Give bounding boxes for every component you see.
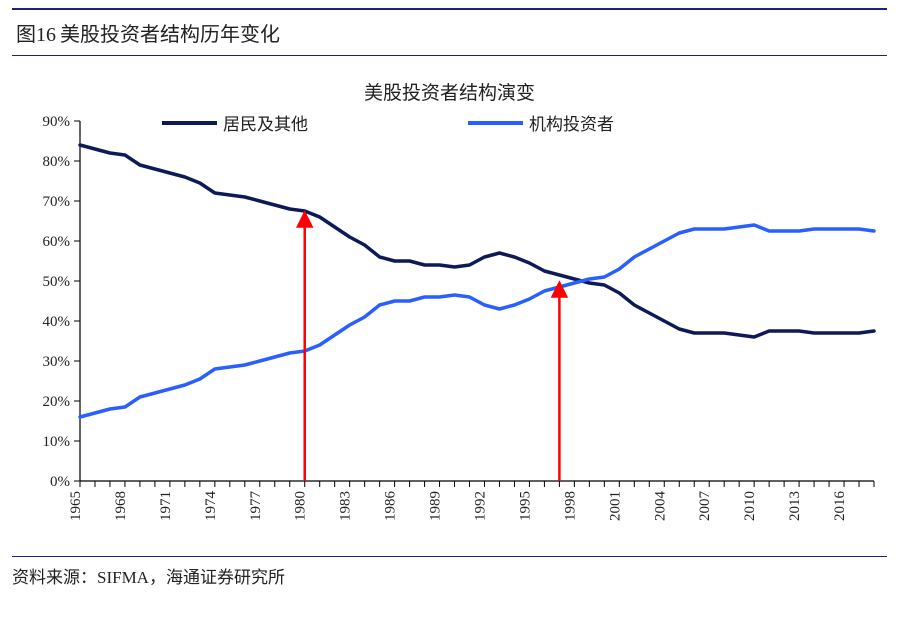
svg-text:1980: 1980 xyxy=(293,491,309,521)
chart-svg: 0% 10% 20% 30% 40% 50% 60% 70% 80% 90% 1965 1968 197… xyxy=(12,101,887,556)
svg-text:80%: 80% xyxy=(43,154,71,170)
figure-source-text: 资料来源：SIFMA，海通证券研究所 xyxy=(12,568,285,587)
svg-text:40%: 40% xyxy=(43,314,71,330)
svg-text:2007: 2007 xyxy=(697,491,713,522)
figure-title: 美股投资者结构历年变化 xyxy=(60,24,280,46)
svg-text:2016: 2016 xyxy=(832,491,848,522)
svg-text:30%: 30% xyxy=(43,354,71,370)
svg-text:1968: 1968 xyxy=(113,491,129,521)
chart-area: 美股投资者结构演变 居民及其他 机构投资者 0%10%20%30%40%50%6… xyxy=(12,56,887,556)
svg-text:20%: 20% xyxy=(43,394,71,410)
svg-text:1977: 1977 xyxy=(248,491,264,522)
svg-text:2013: 2013 xyxy=(787,491,803,521)
svg-text:1971: 1971 xyxy=(158,491,174,521)
svg-text:1998: 1998 xyxy=(562,491,578,521)
svg-text:60%: 60% xyxy=(43,234,71,250)
svg-text:10%: 10% xyxy=(43,434,71,450)
svg-text:50%: 50% xyxy=(43,274,71,290)
svg-text:2001: 2001 xyxy=(607,491,623,521)
svg-text:1983: 1983 xyxy=(338,491,354,521)
figure-header: 图16 美股投资者结构历年变化 xyxy=(12,8,887,56)
svg-text:1989: 1989 xyxy=(428,491,444,521)
svg-text:70%: 70% xyxy=(43,194,71,210)
figure-source: 资料来源：SIFMA，海通证券研究所 xyxy=(12,556,887,588)
svg-text:1986: 1986 xyxy=(383,491,399,522)
svg-text:0%: 0% xyxy=(50,474,70,490)
figure-number: 图16 xyxy=(16,24,56,46)
svg-text:1974: 1974 xyxy=(203,491,219,522)
svg-text:1995: 1995 xyxy=(517,491,533,521)
svg-text:1992: 1992 xyxy=(472,491,488,521)
svg-text:2004: 2004 xyxy=(652,491,668,522)
svg-text:90%: 90% xyxy=(43,114,71,130)
svg-text:2010: 2010 xyxy=(742,491,758,521)
svg-text:1965: 1965 xyxy=(68,491,84,521)
